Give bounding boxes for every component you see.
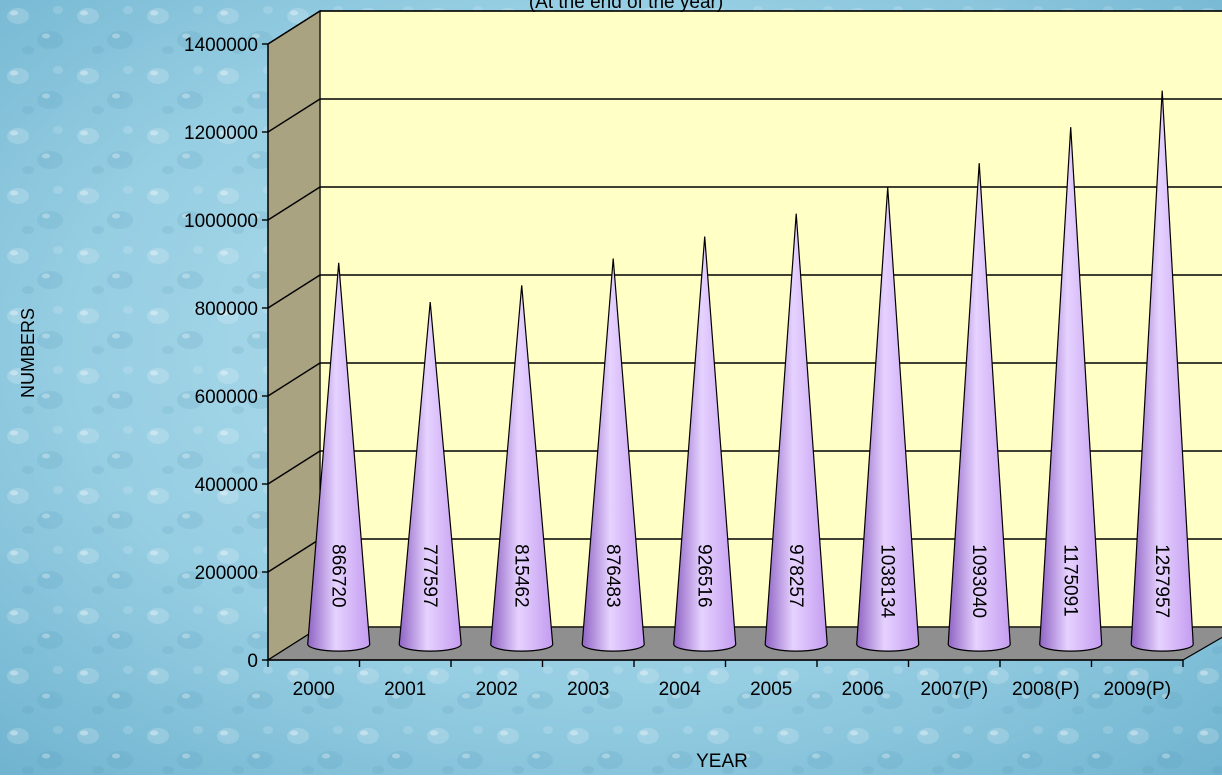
data-label: 1093040 xyxy=(968,544,989,618)
y-axis-label: NUMBERS xyxy=(18,308,38,398)
data-label: 1038134 xyxy=(877,544,898,618)
x-tick-label: 2004 xyxy=(659,679,702,700)
cone-body xyxy=(581,258,645,652)
gridline xyxy=(267,450,1222,485)
x-tick-label: 2001 xyxy=(384,679,426,700)
x-tick-label: 2008(P) xyxy=(1012,679,1080,700)
x-tick-label: 2006 xyxy=(842,679,884,700)
cone-body xyxy=(856,187,920,652)
y-tick-label: 1200000 xyxy=(184,123,258,144)
x-tick-label: 2005 xyxy=(750,679,792,700)
x-tick-label: 2002 xyxy=(476,679,518,700)
data-label: 1175091 xyxy=(1060,544,1081,617)
cone-body xyxy=(764,213,828,652)
data-label: 815462 xyxy=(511,544,532,607)
y-tick-label: 800000 xyxy=(195,299,258,320)
y-tick-label: 0 xyxy=(247,651,258,672)
side-wall xyxy=(267,9,321,662)
cone-body xyxy=(673,236,737,652)
x-tick-label: 2007(P) xyxy=(920,679,988,700)
cone-body xyxy=(307,262,371,652)
cone-body xyxy=(947,163,1011,652)
gridline xyxy=(267,186,1222,221)
y-tick-label: 200000 xyxy=(195,563,258,584)
y-tick-label: 1400000 xyxy=(184,35,258,56)
cone-bar xyxy=(307,262,371,652)
cone-bar xyxy=(856,187,920,652)
cone-bar xyxy=(947,163,1011,652)
data-label: 1257957 xyxy=(1151,544,1172,618)
data-label: 978257 xyxy=(785,544,806,607)
cone-bar xyxy=(1130,90,1194,652)
gridline xyxy=(267,98,1222,133)
data-label: 876483 xyxy=(602,544,623,607)
cone-bar xyxy=(398,301,462,652)
x-tick-label: 2000 xyxy=(293,679,335,700)
y-tick-label: 400000 xyxy=(195,475,258,496)
data-label: 777597 xyxy=(419,544,440,607)
cone-bar xyxy=(764,213,828,652)
x-axis-label: YEAR xyxy=(696,751,748,772)
data-label: 926516 xyxy=(694,544,715,607)
cone-body xyxy=(398,301,462,652)
gridline xyxy=(267,10,1222,45)
cone-body xyxy=(1039,127,1103,652)
data-label: 866720 xyxy=(328,544,349,607)
chart-subtitle: (At the end of the year) xyxy=(529,0,723,13)
x-tick-label: 2003 xyxy=(567,679,609,700)
cone-bar xyxy=(581,258,645,652)
cone-body xyxy=(490,285,554,652)
cone-bar xyxy=(490,285,554,652)
y-tick-label: 1000000 xyxy=(184,211,258,232)
cone-bar xyxy=(673,236,737,652)
x-tick-label: 2009(P) xyxy=(1103,679,1171,700)
cone-body xyxy=(1130,90,1194,652)
gridline xyxy=(267,274,1222,309)
cone-bar xyxy=(1039,127,1103,652)
y-tick-label: 600000 xyxy=(195,387,258,408)
gridline xyxy=(267,362,1222,397)
